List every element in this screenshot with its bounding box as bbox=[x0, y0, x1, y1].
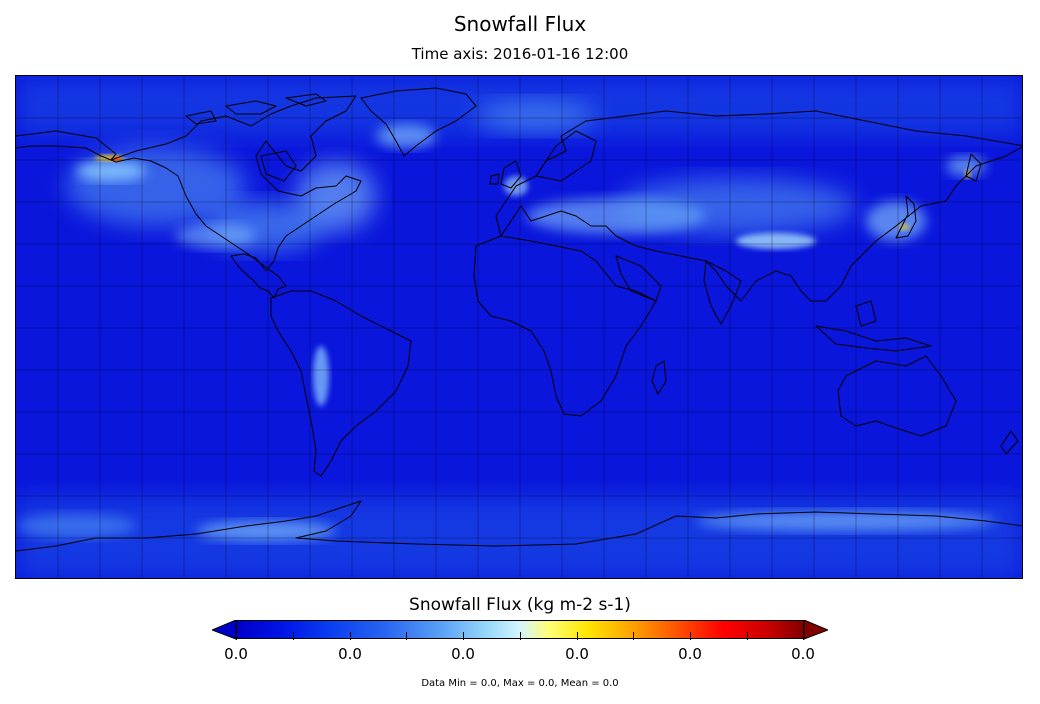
colorbar-tick bbox=[520, 632, 521, 640]
coast-south-america bbox=[270, 290, 412, 477]
coast-madagascar bbox=[651, 360, 667, 395]
graticule bbox=[16, 76, 1022, 578]
coast-new-zealand bbox=[1000, 430, 1019, 455]
colorbar-title: Snowfall Flux (kg m-2 s-1) bbox=[409, 595, 631, 615]
colorbar-tick-label: 0.0 bbox=[338, 645, 362, 663]
map-panel bbox=[15, 75, 1023, 579]
coast-hudson-bay bbox=[260, 150, 297, 182]
colorbar-tick bbox=[633, 632, 634, 640]
coast-kamchatka bbox=[965, 153, 982, 182]
data-stats: Data Min = 0.0, Max = 0.0, Mean = 0.0 bbox=[421, 678, 619, 689]
coast-greenland bbox=[360, 87, 477, 157]
coast-antarctica bbox=[16, 500, 1022, 552]
snowfall-field bbox=[16, 76, 1022, 578]
coastlines bbox=[16, 87, 1022, 552]
coast-eurasia bbox=[495, 110, 1022, 302]
colorbar-tick bbox=[406, 632, 407, 640]
colorbar bbox=[212, 620, 828, 640]
coast-indonesia bbox=[815, 300, 932, 352]
colorbar-tick-labels: 0.0 0.0 0.0 0.0 0.0 0.0 bbox=[212, 645, 828, 665]
colorbar-tick bbox=[463, 632, 464, 640]
colorbar-tick bbox=[236, 632, 237, 640]
colorbar-tick-label: 0.0 bbox=[678, 645, 702, 663]
coast-scandinavia bbox=[535, 130, 597, 182]
colorbar-tick-label: 0.0 bbox=[565, 645, 589, 663]
coast-north-america bbox=[16, 95, 362, 299]
chart-title: Snowfall Flux bbox=[453, 12, 587, 36]
world-map bbox=[16, 76, 1022, 578]
colorbar-tick-label: 0.0 bbox=[224, 645, 248, 663]
coast-arabia bbox=[615, 255, 662, 302]
coast-australia bbox=[837, 355, 957, 437]
colorbar-max-arrow bbox=[803, 620, 828, 640]
colorbar-tick bbox=[577, 632, 578, 640]
snowfall-hotspot-japan bbox=[899, 224, 909, 230]
coast-japan bbox=[895, 195, 917, 239]
colorbar-tick-label: 0.0 bbox=[451, 645, 475, 663]
time-axis-subtitle: Time axis: 2016-01-16 12:00 bbox=[411, 45, 629, 63]
colorbar-tick bbox=[690, 632, 691, 640]
colorbar-tick bbox=[747, 632, 748, 640]
coast-india bbox=[703, 260, 742, 325]
coast-arctic-islands bbox=[185, 93, 327, 125]
colorbar-tick bbox=[293, 632, 294, 640]
coast-british-isles bbox=[489, 160, 522, 189]
colorbar-tick-label: 0.0 bbox=[791, 645, 815, 663]
colorbar-tick bbox=[350, 632, 351, 640]
coast-africa bbox=[473, 235, 657, 417]
colorbar-min-arrow bbox=[212, 620, 237, 640]
colorbar-tick bbox=[803, 632, 804, 640]
